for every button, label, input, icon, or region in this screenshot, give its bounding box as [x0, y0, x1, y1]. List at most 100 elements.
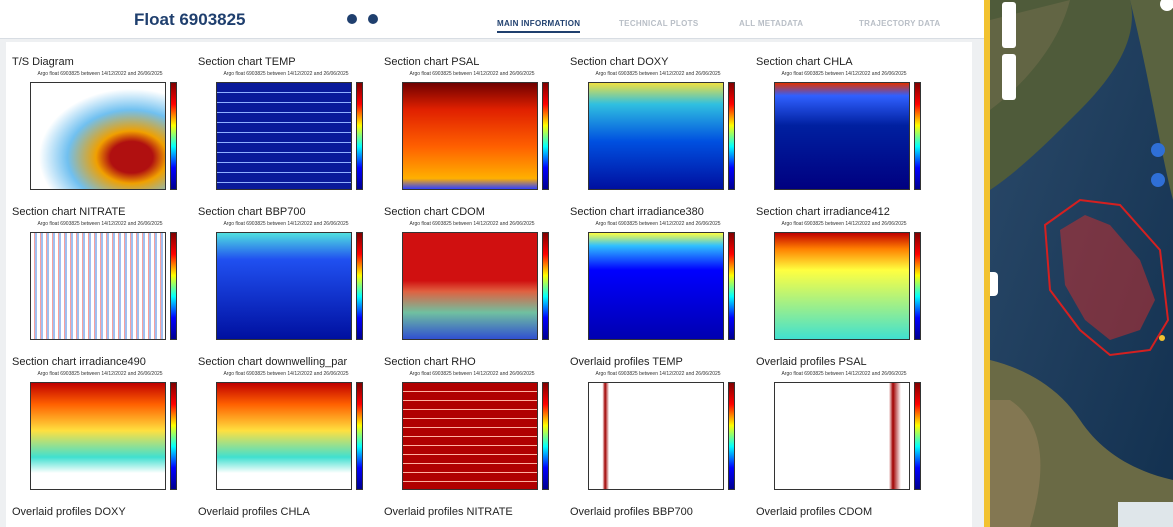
plot-area	[402, 232, 538, 340]
plot-subtitle: Argo float 6903825 between 14/12/2022 an…	[409, 221, 535, 227]
divider	[984, 0, 990, 527]
plot-image: Argo float 6903825 between 14/12/2022 an…	[12, 70, 188, 206]
panel-title: Section chart PSAL	[384, 56, 480, 68]
colorbar	[170, 382, 177, 490]
tab[interactable]: TRAJECTORY DATA	[859, 19, 941, 28]
plot-area	[216, 382, 352, 490]
map-tools[interactable]	[1002, 54, 1016, 100]
plot-subtitle: Argo float 6903825 between 14/12/2022 an…	[37, 371, 163, 377]
panel-title: Section chart RHO	[384, 356, 476, 368]
plot-area	[30, 232, 166, 340]
plot-subtitle: Argo float 6903825 between 14/12/2022 an…	[595, 71, 721, 77]
plot-area	[774, 82, 910, 190]
plot-image: Argo float 6903825 between 14/12/2022 an…	[384, 70, 560, 206]
plot-subtitle: Argo float 6903825 between 14/12/2022 an…	[781, 371, 907, 377]
colorbar	[170, 232, 177, 340]
plot-image: Argo float 6903825 between 14/12/2022 an…	[570, 370, 746, 506]
plot-subtitle: Argo float 6903825 between 14/12/2022 an…	[595, 221, 721, 227]
colorbar	[356, 382, 363, 490]
colorbar	[356, 82, 363, 190]
colorbar	[728, 382, 735, 490]
colorbar	[914, 232, 921, 340]
plot-subtitle: Argo float 6903825 between 14/12/2022 an…	[223, 71, 349, 77]
plot-subtitle: Argo float 6903825 between 14/12/2022 an…	[223, 221, 349, 227]
panel-title: Section chart CDOM	[384, 206, 485, 218]
panel-title: Overlaid profiles DOXY	[12, 506, 126, 518]
panel-title: Section chart irradiance412	[756, 206, 890, 218]
plot-subtitle: Argo float 6903825 between 14/12/2022 an…	[595, 371, 721, 377]
map	[990, 0, 1173, 527]
plot-image: Argo float 6903825 between 14/12/2022 an…	[756, 70, 932, 206]
panel-title: T/S Diagram	[12, 56, 74, 68]
info-button[interactable]	[1151, 173, 1165, 187]
colorbar	[914, 382, 921, 490]
map-zoom[interactable]	[1002, 2, 1016, 48]
plot-image: Argo float 6903825 between 14/12/2022 an…	[570, 220, 746, 356]
trajectory	[1043, 198, 1170, 357]
header: Float 6903825 MAIN INFORMATION TECHNICAL…	[0, 0, 984, 39]
panel-title: Overlaid profiles TEMP	[570, 356, 683, 368]
panel-title: Overlaid profiles BBP700	[570, 506, 693, 518]
plot-subtitle: Argo float 6903825 between 14/12/2022 an…	[223, 371, 349, 377]
plot-image: Argo float 6903825 between 14/12/2022 an…	[756, 370, 932, 506]
plot-image: Argo float 6903825 between 14/12/2022 an…	[198, 70, 374, 206]
colorbar	[728, 82, 735, 190]
next-button[interactable]	[368, 14, 378, 24]
collapse-button[interactable]	[990, 272, 998, 296]
plot-area	[216, 82, 352, 190]
panel-title: Section chart irradiance380	[570, 206, 704, 218]
plot-subtitle: Argo float 6903825 between 14/12/2022 an…	[781, 221, 907, 227]
plot-image: Argo float 6903825 between 14/12/2022 an…	[756, 220, 932, 356]
plot-subtitle: Argo float 6903825 between 14/12/2022 an…	[781, 71, 907, 77]
plot-image: Argo float 6903825 between 14/12/2022 an…	[570, 70, 746, 206]
plot-subtitle: Argo float 6903825 between 14/12/2022 an…	[409, 71, 535, 77]
colorbar	[542, 232, 549, 340]
info-button[interactable]	[1151, 143, 1165, 157]
panel-title: Section chart TEMP	[198, 56, 296, 68]
minimap	[1118, 502, 1173, 527]
plot-image: Argo float 6903825 between 14/12/2022 an…	[198, 370, 374, 506]
plot-image: Argo float 6903825 between 14/12/2022 an…	[12, 220, 188, 356]
colorbar	[914, 82, 921, 190]
plot-area	[588, 232, 724, 340]
plot-area	[588, 82, 724, 190]
plot-image: Argo float 6903825 between 14/12/2022 an…	[12, 370, 188, 506]
panel-title: Section chart NITRATE	[12, 206, 126, 218]
plot-image: Argo float 6903825 between 14/12/2022 an…	[384, 220, 560, 356]
plot-image: Argo float 6903825 between 14/12/2022 an…	[198, 220, 374, 356]
panel-title: Overlaid profiles CHLA	[198, 506, 310, 518]
colorbar	[542, 82, 549, 190]
panel-title: Section chart DOXY	[570, 56, 669, 68]
plot-area	[588, 382, 724, 490]
panel-title: Section chart downwelling_par	[198, 356, 348, 368]
plot-area	[774, 382, 910, 490]
main-panel: Float 6903825 MAIN INFORMATION TECHNICAL…	[0, 0, 984, 527]
colorbar	[542, 382, 549, 490]
prev-button[interactable]	[347, 14, 357, 24]
map-button[interactable]	[1160, 0, 1173, 11]
plot-area	[774, 232, 910, 340]
panel-title: Section chart BBP700	[198, 206, 306, 218]
plots-grid: T/S Diagram Argo float 6903825 between 14…	[6, 42, 972, 527]
float-title: Float 6903825	[134, 10, 246, 29]
plot-area	[30, 382, 166, 490]
plot-area	[402, 82, 538, 190]
panel-title: Overlaid profiles PSAL	[756, 356, 867, 368]
plot-area	[402, 382, 538, 490]
panel-title: Overlaid profiles NITRATE	[384, 506, 513, 518]
tab[interactable]: ALL METADATA	[739, 19, 804, 28]
colorbar	[356, 232, 363, 340]
colorbar	[728, 232, 735, 340]
panel-title: Section chart irradiance490	[12, 356, 146, 368]
land	[990, 400, 1041, 527]
plot-subtitle: Argo float 6903825 between 14/12/2022 an…	[37, 221, 163, 227]
trajectory-points	[1060, 215, 1155, 340]
tab[interactable]: MAIN INFORMATION	[497, 19, 581, 33]
tab[interactable]: TECHNICAL PLOTS	[619, 19, 699, 28]
panel-title: Section chart CHLA	[756, 56, 853, 68]
plot-subtitle: Argo float 6903825 between 14/12/2022 an…	[409, 371, 535, 377]
plot-area	[216, 232, 352, 340]
plot-area	[30, 82, 166, 190]
plot-image: Argo float 6903825 between 14/12/2022 an…	[384, 370, 560, 506]
